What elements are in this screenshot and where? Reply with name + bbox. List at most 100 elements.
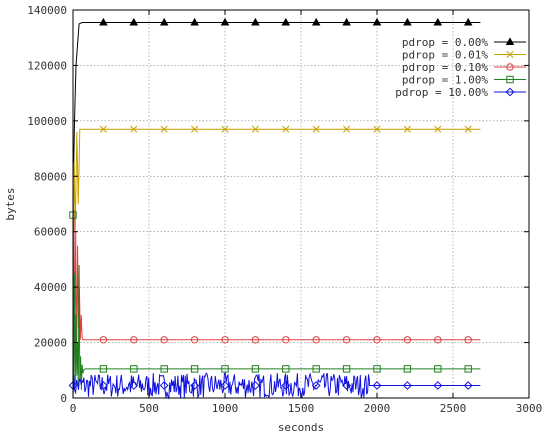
x-marker xyxy=(99,125,107,133)
triangle-marker xyxy=(99,17,108,26)
y-axis-label: bytes xyxy=(4,187,17,220)
x-tick-label: 2500 xyxy=(440,402,467,415)
square-marker xyxy=(190,365,199,373)
diamond-marker xyxy=(129,381,139,390)
diamond-marker xyxy=(190,381,200,390)
x-axis-label: seconds xyxy=(278,421,324,434)
diamond-marker xyxy=(372,381,382,390)
legend-label: pdrop = 0.00% xyxy=(402,36,488,49)
circle-marker xyxy=(130,336,138,344)
triangle-marker xyxy=(463,17,473,26)
x-marker xyxy=(506,50,514,59)
x-marker xyxy=(373,125,381,133)
diamond-marker xyxy=(281,381,291,390)
triangle-marker xyxy=(403,17,412,26)
series-2 xyxy=(72,209,481,371)
x-marker xyxy=(434,125,442,133)
circle-marker xyxy=(506,63,514,71)
legend-label: pdrop = 0.01% xyxy=(402,49,488,62)
square-marker xyxy=(251,365,260,373)
triangle-marker xyxy=(129,17,139,26)
legend: pdrop = 0.00%pdrop = 0.01%pdrop = 0.10%p… xyxy=(395,36,526,99)
series-line xyxy=(72,372,481,400)
y-tick-label: 80000 xyxy=(34,170,67,183)
diamond-marker xyxy=(433,381,443,390)
square-marker xyxy=(130,365,138,373)
triangle-marker xyxy=(342,17,351,26)
circle-marker xyxy=(342,336,351,344)
legend-label: pdrop = 10.00% xyxy=(395,86,488,99)
diamond-marker xyxy=(402,381,412,390)
circle-marker xyxy=(190,336,199,344)
y-tick-label: 60000 xyxy=(34,226,67,239)
y-tick-label: 120000 xyxy=(27,59,67,72)
triangle-marker xyxy=(311,17,321,26)
square-marker xyxy=(282,365,290,373)
series-line xyxy=(72,209,481,371)
diamond-marker xyxy=(463,381,473,390)
x-marker xyxy=(191,125,199,133)
triangle-marker xyxy=(505,37,515,45)
square-marker xyxy=(434,365,442,373)
square-marker xyxy=(221,365,229,373)
circle-marker xyxy=(251,336,260,344)
series-0 xyxy=(72,17,481,205)
triangle-marker xyxy=(372,17,382,26)
circle-marker xyxy=(373,336,381,344)
grid xyxy=(73,10,529,398)
triangle-marker xyxy=(220,17,230,26)
legend-label: pdrop = 0.10% xyxy=(402,61,488,74)
triangle-marker xyxy=(251,17,260,26)
circle-marker xyxy=(221,336,229,344)
square-marker xyxy=(464,365,472,373)
circle-marker xyxy=(160,336,168,344)
square-marker xyxy=(342,365,351,373)
circle-marker xyxy=(464,336,472,344)
x-marker xyxy=(464,125,472,133)
y-tick-label: 20000 xyxy=(34,337,67,350)
x-tick-label: 500 xyxy=(139,402,159,415)
circle-marker xyxy=(312,336,320,344)
legend-label: pdrop = 1.00% xyxy=(402,74,488,87)
square-marker xyxy=(373,365,381,373)
diamond-marker xyxy=(159,381,169,390)
circle-marker xyxy=(434,336,442,344)
y-tick-label: 140000 xyxy=(27,4,67,17)
x-marker xyxy=(403,125,411,133)
series-4 xyxy=(68,372,481,400)
triangle-marker xyxy=(159,17,169,26)
y-tick-label: 40000 xyxy=(34,281,67,294)
square-marker xyxy=(312,365,320,373)
tick-labels: 0 500 1000 1500 2000 2500 3000 0 20000 40000 60000… xyxy=(27,4,542,415)
square-marker xyxy=(403,365,412,373)
square-marker xyxy=(99,365,108,373)
circle-marker xyxy=(282,336,290,344)
diamond-marker xyxy=(311,381,321,390)
x-tick-label: 2000 xyxy=(364,402,391,415)
triangle-marker xyxy=(190,17,199,26)
y-tick-label: 0 xyxy=(60,392,67,405)
diamond-marker xyxy=(98,381,108,390)
triangle-marker xyxy=(281,17,291,26)
series-line xyxy=(72,215,481,390)
x-tick-label: 0 xyxy=(70,402,77,415)
x-tick-label: 3000 xyxy=(516,402,543,415)
x-tick-label: 1500 xyxy=(288,402,315,415)
triangle-marker xyxy=(433,17,443,26)
x-marker xyxy=(130,125,138,133)
series-group xyxy=(68,17,481,400)
x-marker xyxy=(282,125,290,133)
circle-marker xyxy=(403,336,412,344)
series-3 xyxy=(69,211,481,390)
diamond-marker xyxy=(250,381,260,390)
square-marker xyxy=(506,75,514,84)
series-line xyxy=(72,128,481,260)
x-marker xyxy=(251,125,259,133)
square-marker xyxy=(160,365,168,373)
x-marker xyxy=(343,125,351,133)
series-1 xyxy=(72,125,481,260)
diamond-marker xyxy=(220,381,230,390)
diamond-marker xyxy=(342,381,352,390)
